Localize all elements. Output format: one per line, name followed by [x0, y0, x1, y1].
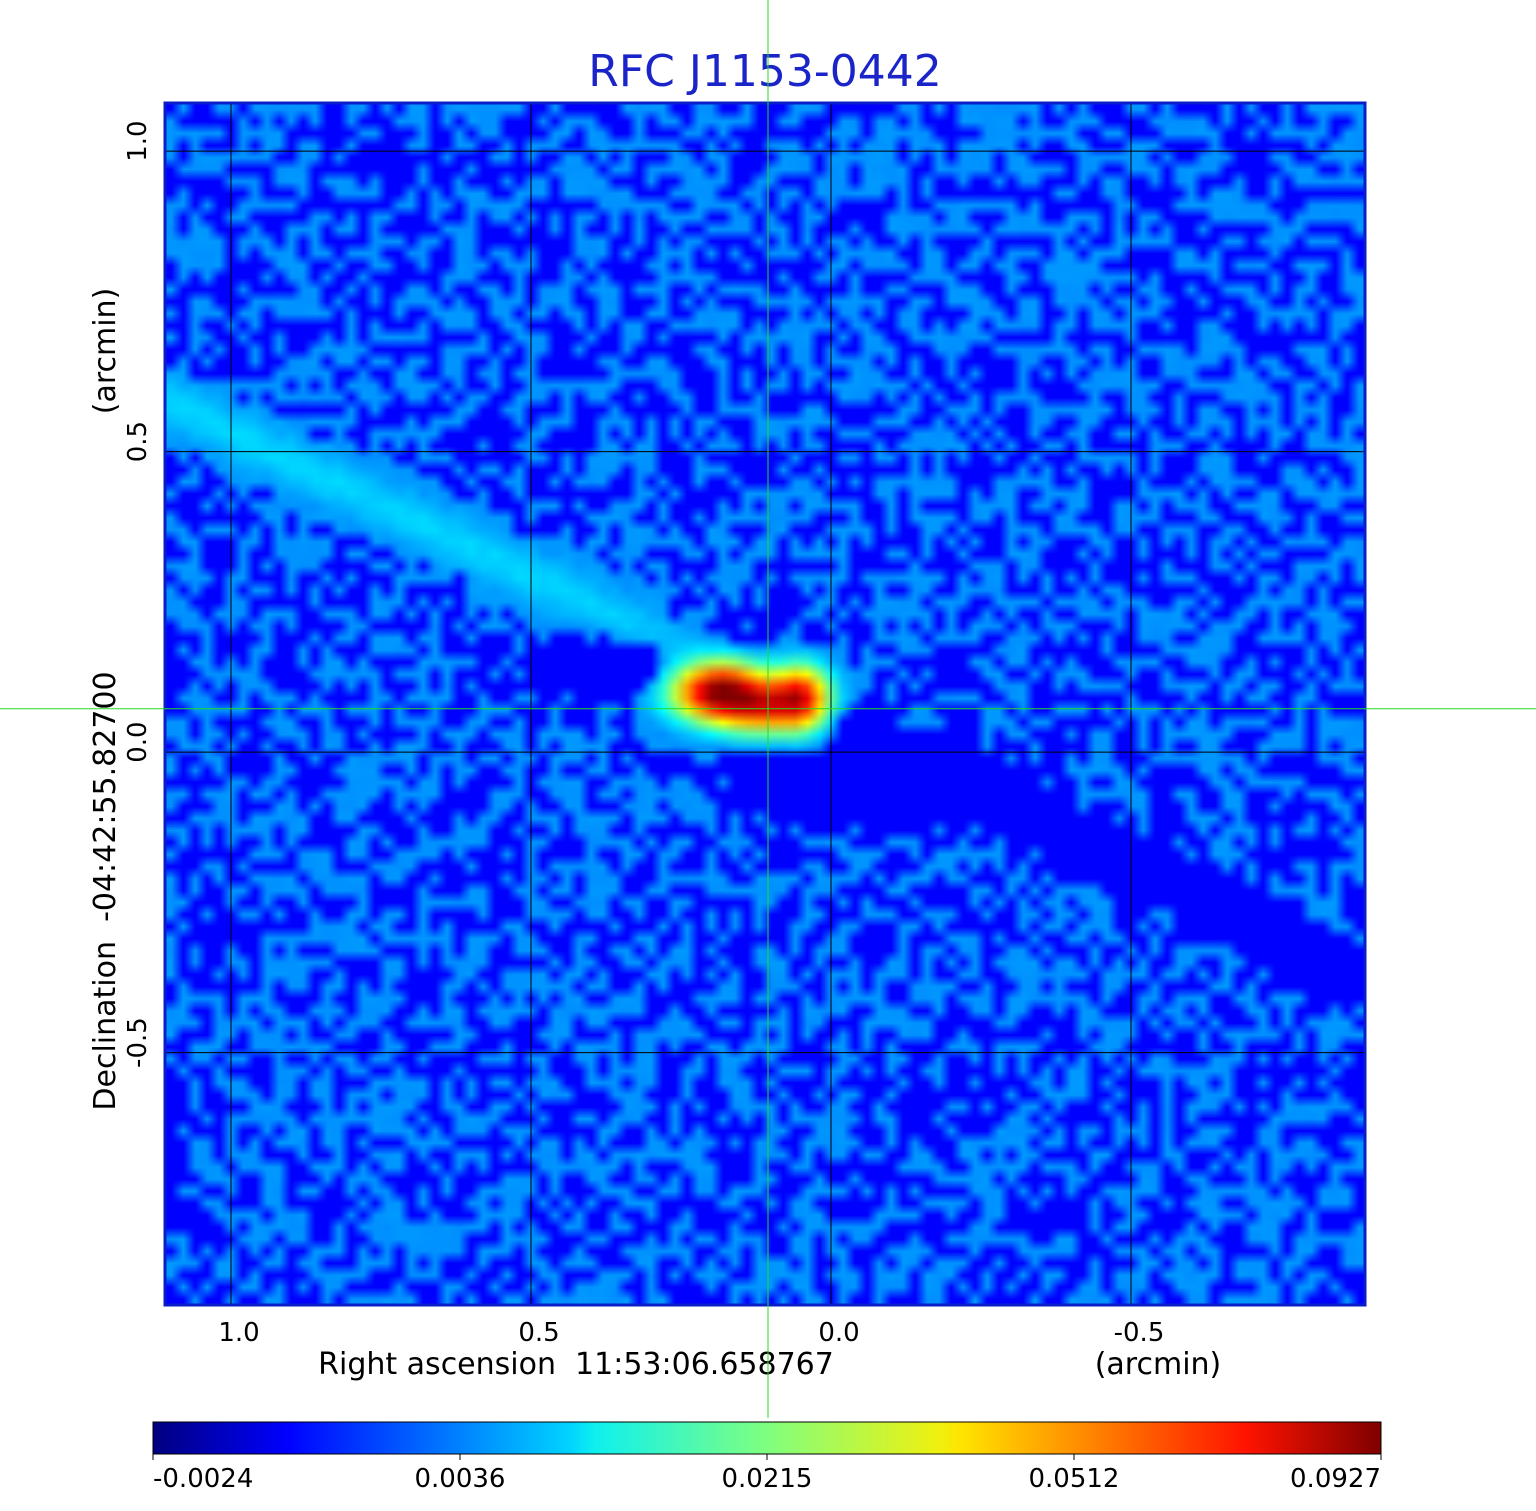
y-axis-label: Declination -04:42:55.82700 — [88, 671, 123, 1110]
colorbar-tick-label-0: -0.0024 — [153, 1464, 253, 1494]
x-tick-labels: 1.0 0.5 0.0 -0.5 — [218, 1318, 1164, 1348]
x-tick-label-0: 1.0 — [218, 1318, 259, 1348]
x-axis-unit: (arcmin) — [1095, 1347, 1222, 1382]
grid-lines — [165, 103, 1365, 1305]
colorbar-tick-label-1: 0.0036 — [415, 1464, 506, 1494]
x-tick-label-2: 0.0 — [818, 1318, 859, 1348]
chart-title: RFC J1153-0442 — [588, 46, 941, 97]
y-tick-labels: 1.0 0.5 0.0 -0.5 — [123, 120, 153, 1068]
colorbar-tick-label-3: 0.0512 — [1029, 1464, 1120, 1494]
heatmap-raster — [165, 103, 1365, 1305]
colorbar-gradient — [152, 1421, 1382, 1455]
y-tick-label-1: 0.5 — [123, 421, 153, 462]
x-tick-label-3: -0.5 — [1114, 1318, 1165, 1348]
crosshair — [0, 0, 1536, 1418]
colorbar: -0.0024 0.0036 0.0215 0.0512 0.0927 — [152, 1421, 1382, 1494]
colorbar-tick-label-2: 0.0215 — [722, 1464, 813, 1494]
colorbar-tick-label-4: 0.0927 — [1290, 1464, 1381, 1494]
x-axis-label: Right ascension 11:53:06.658767 — [318, 1347, 834, 1382]
image-area — [163, 101, 1367, 1307]
image-frame — [163, 101, 1367, 1307]
y-tick-label-2: 0.0 — [123, 721, 153, 762]
colorbar-ticks: -0.0024 0.0036 0.0215 0.0512 0.0927 — [152, 1454, 1382, 1494]
y-tick-label-0: 1.0 — [123, 120, 153, 161]
x-tick-label-1: 0.5 — [518, 1318, 559, 1348]
y-axis-unit: (arcmin) — [88, 288, 123, 415]
y-tick-label-3: -0.5 — [123, 1017, 153, 1068]
